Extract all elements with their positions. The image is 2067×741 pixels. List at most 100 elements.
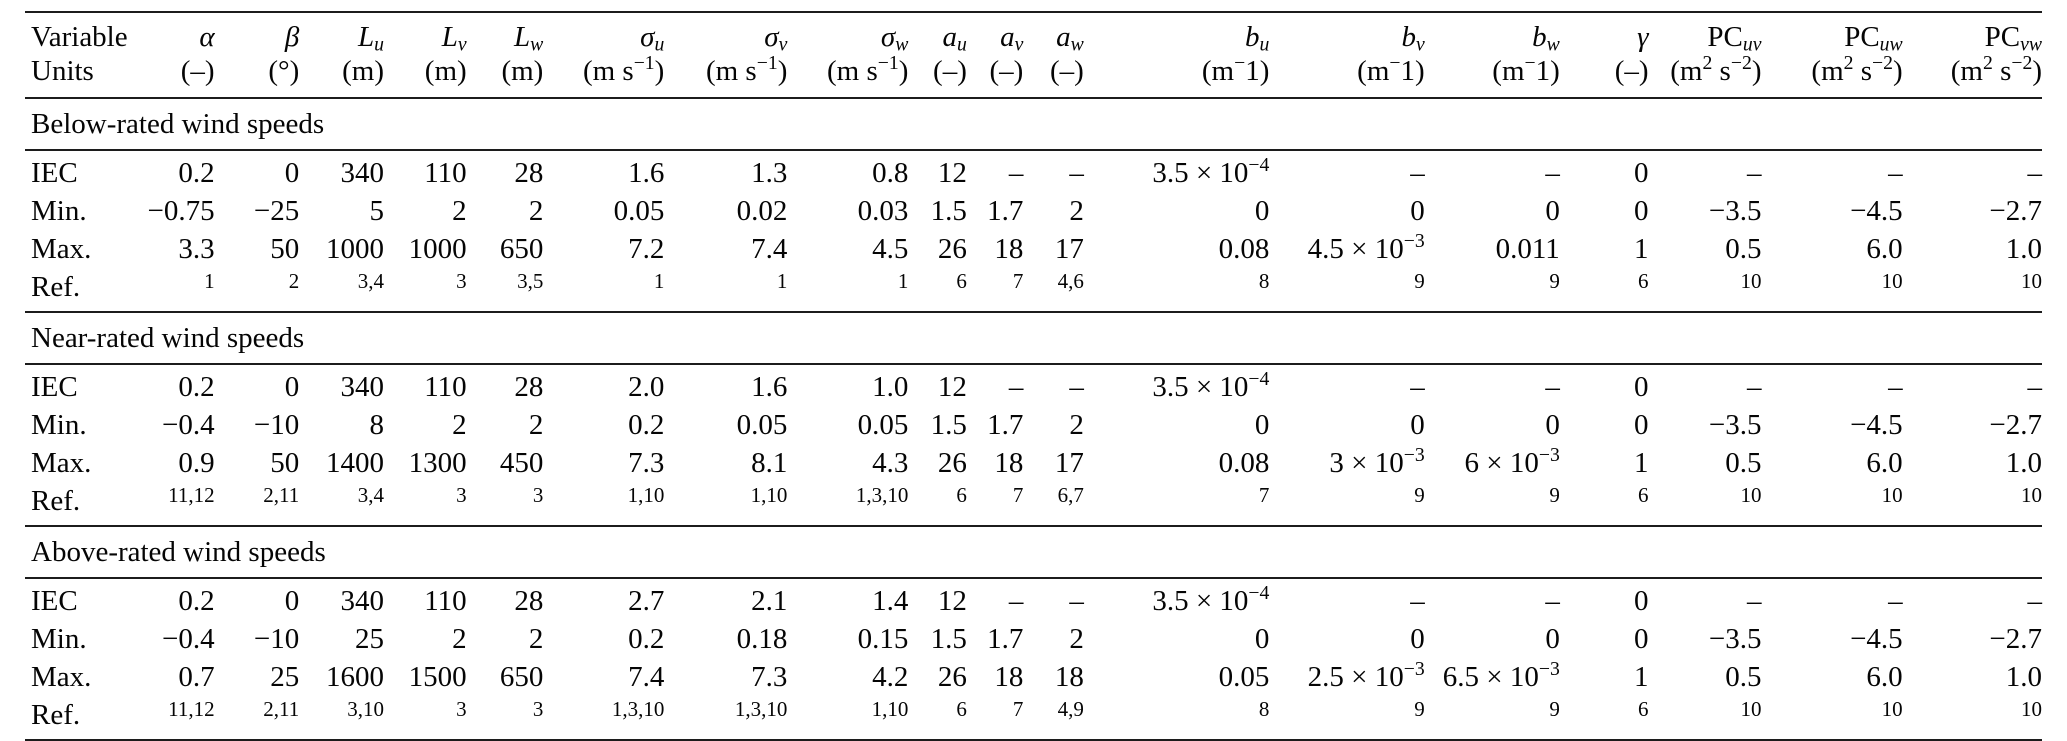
value-cell-sigma-w: 4.3 [787, 444, 908, 482]
value-cell-PCuw: 10 [1761, 696, 1902, 740]
section-title: Near-rated wind speeds [25, 312, 2042, 364]
value-cell-Lu: 3,4 [299, 268, 384, 312]
value-cell-av: – [967, 578, 1023, 620]
value-cell-Lw: 2 [467, 406, 544, 444]
value-cell-Lw: 650 [467, 230, 544, 268]
column-unit-PCuw: (m2 s−2) [1761, 54, 1902, 98]
value-cell-au: 26 [908, 658, 966, 696]
value-cell-PCuv: 0.5 [1649, 658, 1762, 696]
value-cell-Lu: 1600 [299, 658, 384, 696]
value-cell-bv: 4.5 × 10−3 [1269, 230, 1424, 268]
column-unit-Lw: (m) [467, 54, 544, 98]
value-cell-bu: 7 [1084, 482, 1270, 526]
value-cell-Lv: 110 [384, 150, 467, 192]
value-cell-sigma-v: 7.4 [664, 230, 787, 268]
row-label: Max. [25, 444, 116, 482]
column-unit-au: (–) [908, 54, 966, 98]
value-cell-bw: 6 × 10−3 [1425, 444, 1560, 482]
value-cell-Lu: 340 [299, 150, 384, 192]
value-cell-sigma-v: 1,3,10 [664, 696, 787, 740]
value-cell-sigma-v: 0.18 [664, 620, 787, 658]
value-cell-bu: 0.08 [1084, 230, 1270, 268]
value-cell-av: 18 [967, 230, 1023, 268]
value-cell-PCvw: −2.7 [1903, 620, 2042, 658]
value-cell-Lv: 1000 [384, 230, 467, 268]
value-cell-bu: 0 [1084, 620, 1270, 658]
value-cell-PCuv: – [1649, 150, 1762, 192]
value-cell-PCvw: – [1903, 578, 2042, 620]
column-unit-PCvw: (m2 s−2) [1903, 54, 2042, 98]
value-cell-bw: – [1425, 364, 1560, 406]
column-header-bw: bw [1425, 12, 1560, 54]
value-cell-PCuv: −3.5 [1649, 620, 1762, 658]
value-cell-Lv: 3 [384, 696, 467, 740]
value-cell-au: 1.5 [908, 192, 966, 230]
value-cell-bv: 9 [1269, 696, 1424, 740]
value-cell-Lv: 2 [384, 406, 467, 444]
value-cell-PCvw: – [1903, 364, 2042, 406]
value-cell-Lv: 110 [384, 578, 467, 620]
value-cell-av: – [967, 150, 1023, 192]
value-cell-bw: 0.011 [1425, 230, 1560, 268]
column-header-PCuv: PCuv [1649, 12, 1762, 54]
column-unit-alpha: (–) [116, 54, 215, 98]
value-cell-beta: 2,11 [215, 696, 300, 740]
value-cell-sigma-w: 1 [787, 268, 908, 312]
value-cell-Lu: 1000 [299, 230, 384, 268]
value-cell-PCuw: – [1761, 578, 1902, 620]
value-cell-PCuw: −4.5 [1761, 192, 1902, 230]
value-cell-beta: −10 [215, 620, 300, 658]
value-cell-PCvw: −2.7 [1903, 192, 2042, 230]
column-header-alpha: α [116, 12, 215, 54]
value-cell-Lu: 25 [299, 620, 384, 658]
value-cell-au: 12 [908, 364, 966, 406]
value-cell-sigma-u: 7.3 [543, 444, 664, 482]
value-cell-bw: 9 [1425, 482, 1560, 526]
value-cell-alpha: 11,12 [116, 482, 215, 526]
value-cell-gamma: 1 [1560, 658, 1649, 696]
value-cell-PCuw: – [1761, 364, 1902, 406]
value-cell-sigma-v: 8.1 [664, 444, 787, 482]
column-unit-sigma-u: (m s−1) [543, 54, 664, 98]
value-cell-PCuv: 10 [1649, 482, 1762, 526]
value-cell-bw: 0 [1425, 406, 1560, 444]
value-cell-PCuv: – [1649, 578, 1762, 620]
value-cell-alpha: −0.75 [116, 192, 215, 230]
value-cell-Lu: 3,10 [299, 696, 384, 740]
value-cell-alpha: −0.4 [116, 620, 215, 658]
value-cell-PCvw: 1.0 [1903, 658, 2042, 696]
value-cell-Lw: 650 [467, 658, 544, 696]
column-header-Lw: Lw [467, 12, 544, 54]
value-cell-bw: 9 [1425, 696, 1560, 740]
value-cell-au: 12 [908, 578, 966, 620]
value-cell-au: 6 [908, 696, 966, 740]
value-cell-PCvw: −2.7 [1903, 406, 2042, 444]
value-cell-sigma-w: 1,10 [787, 696, 908, 740]
value-cell-sigma-v: 0.05 [664, 406, 787, 444]
column-unit-variable: Units [25, 54, 116, 98]
value-cell-bw: 0 [1425, 620, 1560, 658]
section-title: Below-rated wind speeds [25, 98, 2042, 150]
column-header-gamma: γ [1560, 12, 1649, 54]
column-header-PCvw: PCvw [1903, 12, 2042, 54]
value-cell-sigma-v: 1 [664, 268, 787, 312]
value-cell-Lv: 3 [384, 268, 467, 312]
value-cell-beta: 0 [215, 364, 300, 406]
value-cell-sigma-w: 0.8 [787, 150, 908, 192]
value-cell-av: 7 [967, 696, 1023, 740]
value-cell-alpha: 0.7 [116, 658, 215, 696]
value-cell-aw: 4,6 [1023, 268, 1084, 312]
value-cell-PCvw: 10 [1903, 696, 2042, 740]
value-cell-aw: – [1023, 578, 1084, 620]
value-cell-sigma-u: 0.05 [543, 192, 664, 230]
value-cell-gamma: 0 [1560, 578, 1649, 620]
column-unit-beta: (°) [215, 54, 300, 98]
value-cell-alpha: 0.9 [116, 444, 215, 482]
